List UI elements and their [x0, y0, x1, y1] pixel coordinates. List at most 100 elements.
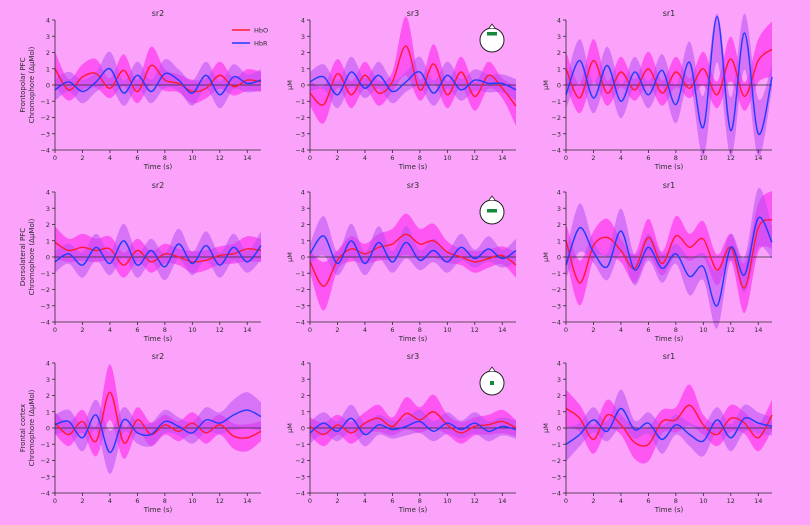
series-hbr [565, 216, 773, 307]
x-tick-label: 0 [564, 497, 568, 505]
band-hbo [55, 364, 261, 459]
y-tick-label: 3 [557, 205, 561, 213]
y-tick-label: 0 [46, 425, 50, 433]
y-tick-label: 4 [46, 360, 50, 368]
y-tick-label: 2 [301, 221, 305, 229]
band-hbr [310, 404, 516, 447]
x-tick-label: 4 [363, 154, 367, 162]
x-tick-label: 2 [335, 497, 339, 505]
y-axis-unit-label: μM [542, 423, 550, 433]
y-tick-label: −3 [551, 130, 561, 138]
x-tick-label: 10 [699, 326, 707, 334]
row-label: Frontal cortex [19, 404, 27, 452]
x-tick-label: 10 [443, 497, 451, 505]
y-tick-label: −3 [551, 302, 561, 310]
y-tick-label: 3 [557, 376, 561, 384]
panel-title: sr1 [663, 181, 676, 190]
panel-title: sr3 [407, 181, 420, 190]
x-tick-label: 10 [699, 154, 707, 162]
series-hbr [309, 417, 517, 436]
x-tick-label: 2 [80, 326, 84, 334]
x-tick-label: 4 [108, 326, 112, 334]
y-tick-label: 3 [301, 205, 305, 213]
x-axis-label: Time (s) [654, 335, 684, 343]
x-tick-label: 12 [727, 326, 735, 334]
x-tick-label: 14 [754, 497, 762, 505]
x-tick-label: 8 [418, 154, 422, 162]
x-tick-label: 4 [619, 326, 623, 334]
y-tick-label: −1 [551, 98, 561, 106]
x-tick-label: 0 [53, 154, 57, 162]
x-axis-label: Time (s) [398, 163, 428, 171]
y-tick-label: −1 [295, 270, 305, 278]
y-tick-label: −2 [551, 286, 561, 294]
y-tick-label: 0 [557, 82, 561, 90]
x-axis-label: Time (s) [654, 506, 684, 514]
x-tick-label: 4 [363, 326, 367, 334]
row-label: Dorsolateral PFC [19, 228, 27, 286]
x-tick-label: 12 [216, 154, 224, 162]
x-tick-label: 12 [471, 497, 479, 505]
y-tick-label: 2 [301, 49, 305, 57]
y-tick-label: 4 [557, 189, 561, 197]
x-axis-label: Time (s) [143, 163, 173, 171]
y-axis-unit-label: μM [542, 252, 550, 262]
y-tick-label: 2 [557, 221, 561, 229]
x-tick-label: 0 [308, 154, 312, 162]
y-tick-label: −3 [551, 473, 561, 481]
x-tick-label: 6 [135, 326, 139, 334]
y-tick-label: −3 [295, 130, 305, 138]
x-tick-label: 0 [564, 154, 568, 162]
y-tick-label: 0 [301, 425, 305, 433]
y-tick-label: −4 [40, 490, 50, 498]
x-tick-label: 14 [498, 497, 506, 505]
y-tick-label: 0 [301, 82, 305, 90]
x-axis-label: Time (s) [143, 335, 173, 343]
y-tick-label: −1 [295, 441, 305, 449]
y-tick-label: 0 [557, 254, 561, 262]
y-tick-label: 3 [46, 376, 50, 384]
y-tick-label: 4 [557, 360, 561, 368]
y-tick-label: 1 [557, 408, 561, 416]
y-tick-label: −2 [295, 114, 305, 122]
band-hbr [55, 392, 261, 474]
x-tick-label: 0 [564, 326, 568, 334]
x-tick-label: 14 [243, 326, 251, 334]
x-tick-label: 6 [646, 326, 650, 334]
x-tick-label: 10 [699, 497, 707, 505]
y-tick-label: 3 [301, 376, 305, 384]
panel-title: sr1 [663, 352, 676, 361]
y-tick-label: −2 [40, 114, 50, 122]
series-hbo [309, 411, 517, 436]
y-tick-label: 1 [557, 65, 561, 73]
x-axis-label: Time (s) [398, 506, 428, 514]
x-tick-label: 6 [646, 154, 650, 162]
legend-label-hbo: HbO [254, 27, 268, 35]
y-axis-unit-label: μM [286, 80, 294, 90]
x-tick-label: 2 [80, 497, 84, 505]
y-axis-unit-label: μM [286, 423, 294, 433]
legend-label-hbr: HbR [254, 40, 268, 48]
row-label: Chromophore (ΔμMol) [28, 46, 36, 123]
y-tick-label: −4 [295, 319, 305, 327]
x-tick-label: 4 [108, 154, 112, 162]
x-tick-label: 8 [674, 154, 678, 162]
x-tick-label: 6 [135, 154, 139, 162]
series-hbr [565, 15, 773, 135]
y-tick-label: 2 [46, 221, 50, 229]
y-tick-label: −4 [295, 490, 305, 498]
y-tick-label: −1 [40, 441, 50, 449]
y-tick-label: −2 [551, 457, 561, 465]
head-montage-icon [479, 366, 505, 396]
x-tick-label: 8 [163, 326, 167, 334]
x-tick-label: 2 [591, 154, 595, 162]
y-tick-label: −1 [40, 270, 50, 278]
panel-title: sr2 [152, 181, 165, 190]
series-hbr [309, 235, 517, 265]
y-tick-label: −4 [295, 147, 305, 155]
band-hbr [55, 51, 261, 109]
